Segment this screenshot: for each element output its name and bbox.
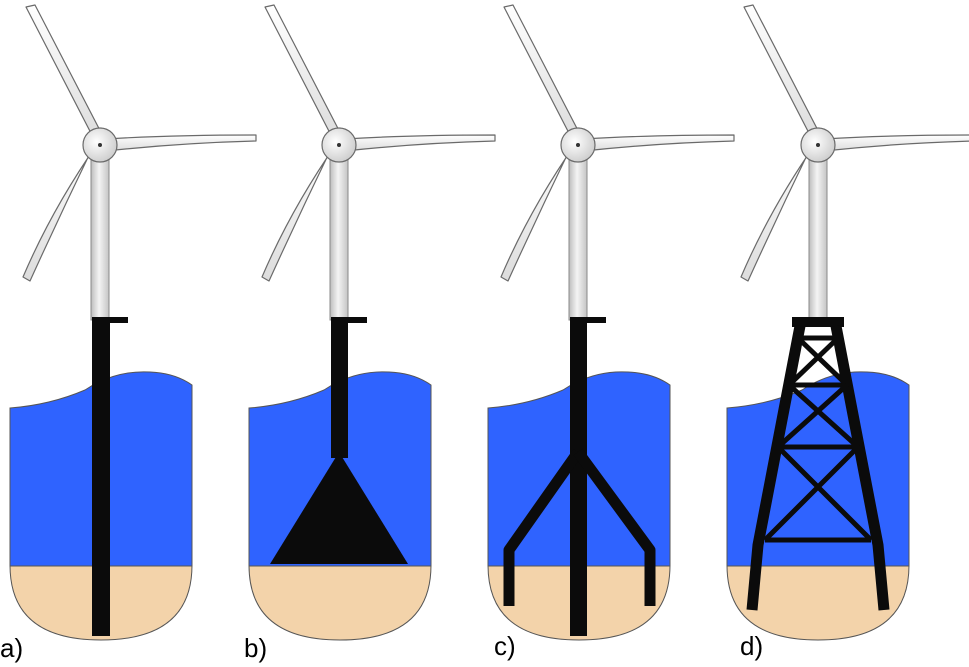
panel-label: b) <box>244 633 267 663</box>
panel-label: d) <box>740 631 763 661</box>
seabed <box>248 564 432 641</box>
jacket-foundation <box>746 317 890 611</box>
rotor <box>261 4 496 282</box>
monopile-foundation <box>92 317 128 636</box>
panel-d: d) <box>726 4 969 661</box>
tower <box>329 149 349 321</box>
tower <box>808 149 828 321</box>
tower <box>568 149 588 321</box>
blade-right <box>583 134 735 152</box>
tripod-foundation <box>503 317 656 636</box>
seabed <box>726 564 910 641</box>
rotor <box>22 4 257 282</box>
rotor <box>500 4 735 282</box>
blade-down-left <box>500 142 577 282</box>
blade-up <box>503 4 585 143</box>
blade-right <box>344 134 496 152</box>
blade-up <box>743 4 825 143</box>
blade-down-left <box>22 142 99 282</box>
blade-down-left <box>261 142 338 282</box>
tower <box>90 149 110 321</box>
rotor <box>740 4 969 282</box>
panel-a: a) <box>0 4 257 663</box>
blade-down-left <box>740 142 817 282</box>
blade-right <box>823 134 969 152</box>
gravity-base-foundation <box>270 317 408 564</box>
blade-up <box>25 4 107 143</box>
blade-right <box>105 134 257 152</box>
panel-c: c) <box>487 4 735 661</box>
panel-label: a) <box>0 633 23 663</box>
panel-label: c) <box>494 631 516 661</box>
blade-up <box>264 4 346 143</box>
panel-b: b) <box>244 4 496 663</box>
